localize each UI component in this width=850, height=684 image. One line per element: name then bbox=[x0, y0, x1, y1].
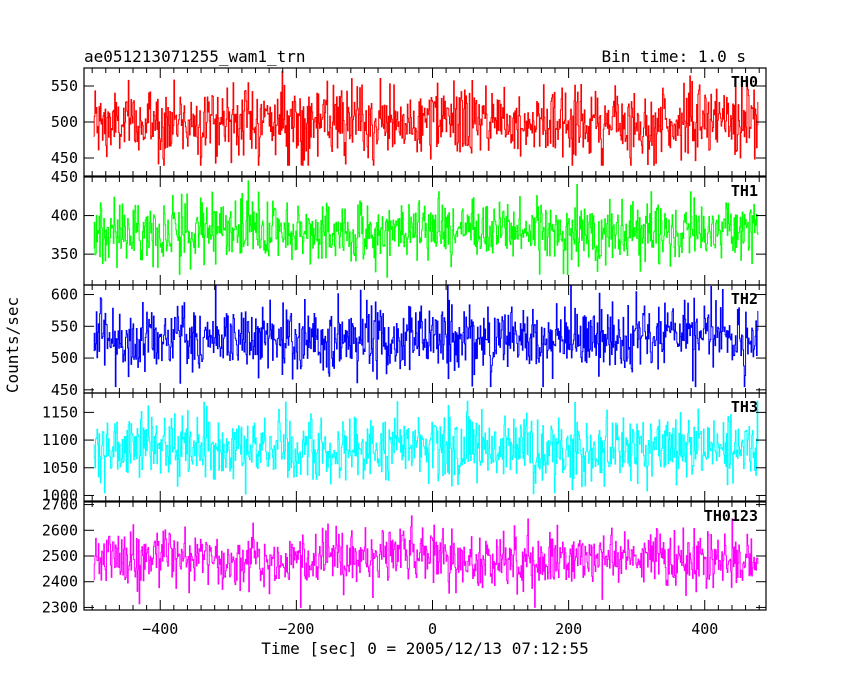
panel-label-th0: TH0 bbox=[731, 73, 758, 91]
x-tick-label: 400 bbox=[691, 620, 718, 638]
y-tick-label: 550 bbox=[51, 317, 78, 335]
series-th0123 bbox=[93, 515, 759, 608]
x-tick-label: −400 bbox=[142, 620, 178, 638]
y-tick-label: 2700 bbox=[42, 496, 78, 514]
panels-group: 450 500 550 TH0 350 400 450 TH1 450 500 550 600 TH2 1… bbox=[42, 67, 767, 638]
y-tick-label: 2600 bbox=[42, 521, 78, 539]
y-tick-label: 450 bbox=[51, 149, 78, 167]
x-tick-label: −200 bbox=[278, 620, 314, 638]
y-tick-label: 450 bbox=[51, 381, 78, 399]
series-th0 bbox=[93, 70, 759, 166]
y-tick-label: 1050 bbox=[42, 459, 78, 477]
x-tick-label: 200 bbox=[555, 620, 582, 638]
y-tick-label: 1100 bbox=[42, 431, 78, 449]
x-axis-label: Time [sec] 0 = 2005/12/13 07:12:55 bbox=[261, 639, 589, 658]
panel-th0123: 2300 2400 2500 2600 2700 TH0123 bbox=[42, 496, 767, 616]
y-tick-label: 2400 bbox=[42, 573, 78, 591]
chart-title: ae051213071255_wam1_trn bbox=[84, 47, 306, 66]
series-th3 bbox=[93, 400, 759, 495]
y-tick-label: 400 bbox=[51, 207, 78, 225]
y-tick-label: 1000 bbox=[42, 486, 78, 504]
y-tick-label: 500 bbox=[51, 113, 78, 131]
panel-th0: 450 500 550 TH0 bbox=[51, 67, 767, 177]
panel-label-th3: TH3 bbox=[731, 398, 758, 416]
y-tick-label: 500 bbox=[51, 349, 78, 367]
y-tick-label: 2500 bbox=[42, 547, 78, 565]
x-tick-label: 0 bbox=[428, 620, 437, 638]
panel-th1: 350 400 450 TH1 bbox=[51, 168, 767, 286]
panel-th2: 450 500 550 600 TH2 bbox=[51, 284, 767, 399]
y-axis-label: Counts/sec bbox=[3, 297, 22, 393]
series-th1 bbox=[93, 180, 759, 278]
panel-frame bbox=[83, 392, 767, 502]
y-tick-label: 450 bbox=[51, 168, 78, 186]
panel-label-th2: TH2 bbox=[731, 290, 758, 308]
panel-label-th0123: TH0123 bbox=[704, 507, 758, 525]
y-tick-label: 1150 bbox=[42, 403, 78, 421]
y-tick-label: 600 bbox=[51, 286, 78, 304]
y-tick-label: 350 bbox=[51, 245, 78, 263]
panel-th3: 1000 1050 1100 1150 TH3 bbox=[42, 392, 767, 504]
panel-label-th1: TH1 bbox=[731, 182, 758, 200]
y-tick-label: 550 bbox=[51, 77, 78, 95]
series-th2 bbox=[93, 285, 759, 388]
y-tick-label: 2300 bbox=[42, 598, 78, 616]
bin-time-label: Bin time: 1.0 s bbox=[602, 47, 747, 66]
